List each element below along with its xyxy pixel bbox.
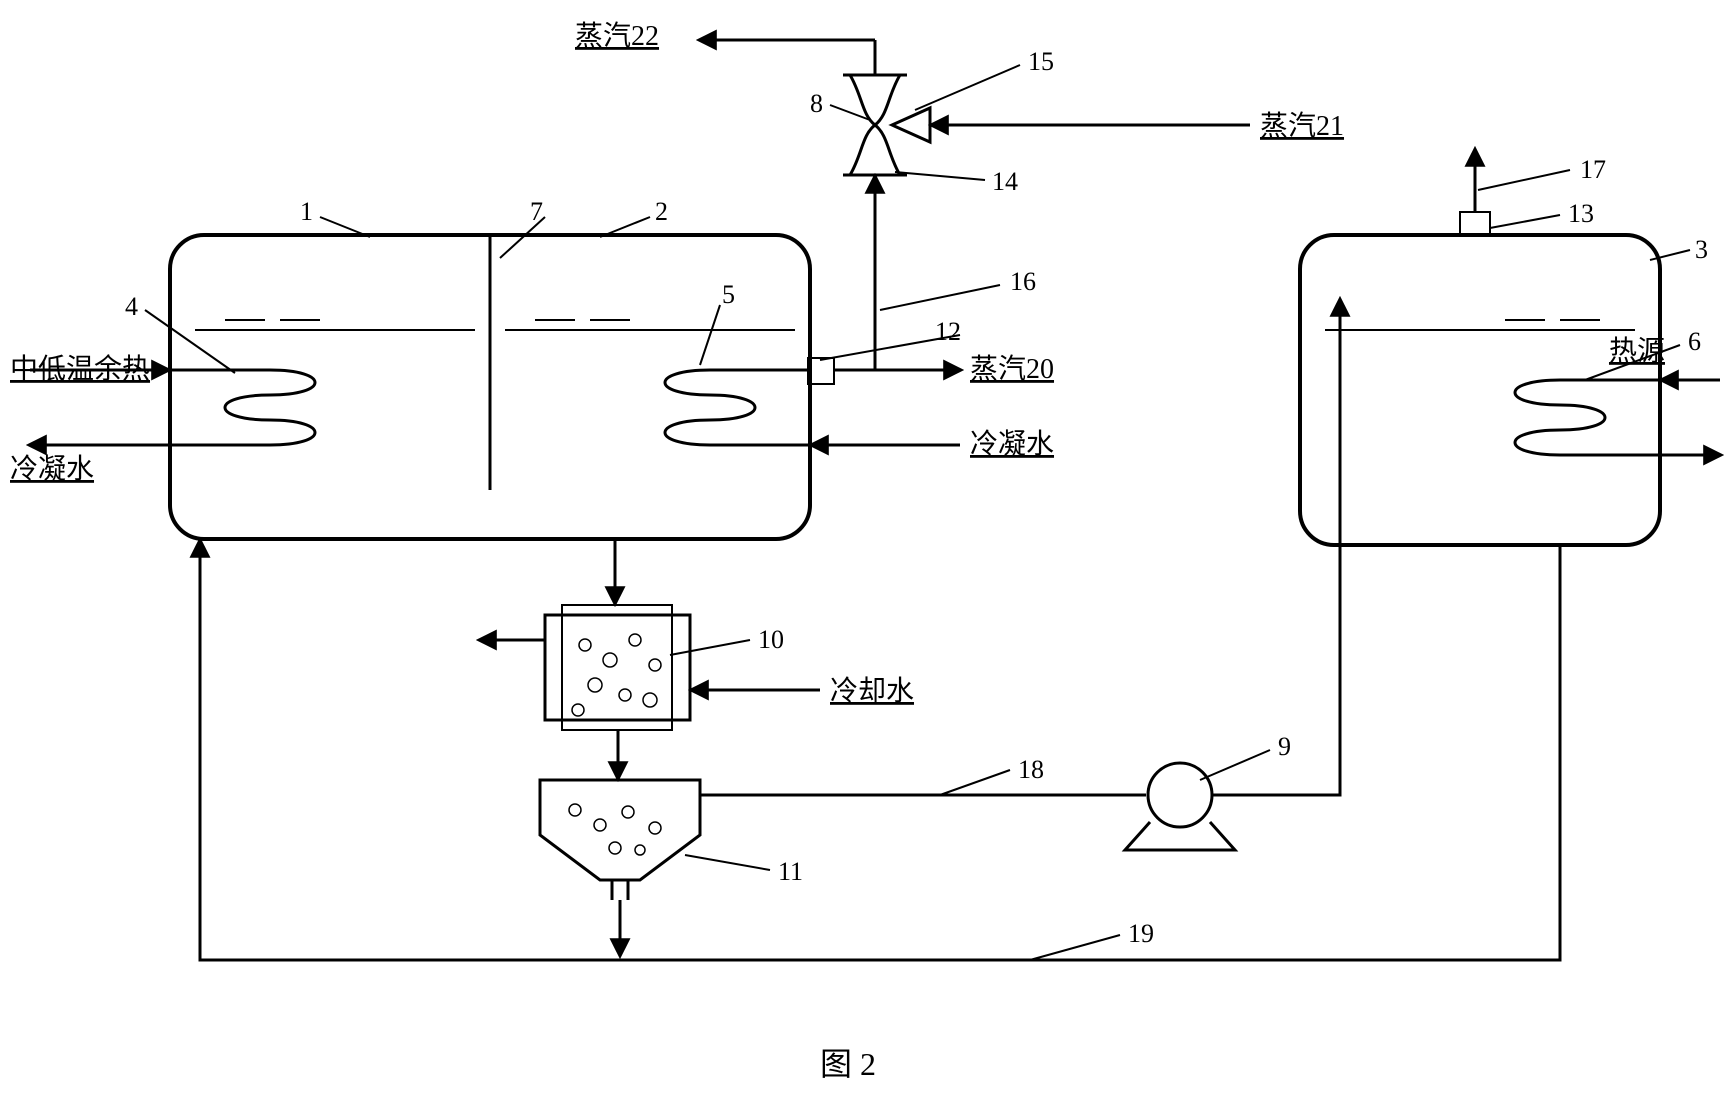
label-steam20: 蒸汽20	[970, 353, 1054, 385]
label-cooling-water: 冷却水	[830, 675, 914, 707]
pump-9	[1125, 763, 1235, 850]
cooler-10	[545, 605, 690, 730]
coil-5	[665, 370, 810, 445]
label-steam21: 蒸汽21	[1260, 110, 1344, 142]
ejector	[843, 75, 930, 175]
num-19: 19	[1128, 919, 1154, 948]
num-2: 2	[655, 197, 668, 226]
figure-label: 图 2	[820, 1046, 876, 1082]
leader-14	[895, 172, 985, 180]
num-4: 4	[125, 292, 138, 321]
num-7: 7	[530, 197, 543, 226]
label-waste-heat: 中低温余热	[10, 353, 150, 385]
coil-4	[170, 370, 315, 445]
num-5: 5	[722, 280, 735, 309]
leader-15	[915, 65, 1020, 110]
num-17: 17	[1580, 155, 1606, 184]
leader-10	[670, 640, 750, 655]
num-13: 13	[1568, 199, 1594, 228]
num-10: 10	[758, 625, 784, 654]
num-12: 12	[935, 317, 961, 346]
num-18: 18	[1018, 755, 1044, 784]
num-16: 16	[1010, 267, 1036, 296]
leader-19	[1030, 935, 1120, 960]
leader-4	[145, 310, 235, 373]
leader-17	[1478, 170, 1570, 190]
leader-9	[1200, 750, 1270, 780]
coil-6	[1515, 380, 1660, 455]
port-13	[1460, 212, 1490, 236]
num-8: 8	[810, 89, 823, 118]
leader-5	[700, 305, 720, 365]
pump-to-right-tank-line	[1212, 300, 1340, 795]
line-19	[200, 541, 1560, 960]
leader-16	[880, 285, 1000, 310]
num-1: 1	[300, 197, 313, 226]
label-condensate-right: 冷凝水	[970, 428, 1054, 460]
num-6: 6	[1688, 327, 1701, 356]
right-tank	[1300, 235, 1660, 545]
num-15: 15	[1028, 47, 1054, 76]
leader-11	[685, 855, 770, 870]
label-steam22: 蒸汽22	[575, 20, 659, 52]
num-11: 11	[778, 857, 803, 886]
leader-13	[1490, 215, 1560, 228]
num-3: 3	[1695, 235, 1708, 264]
num-9: 9	[1278, 732, 1291, 761]
num-14: 14	[992, 167, 1018, 196]
label-heat-source: 热源	[1609, 335, 1665, 367]
leader-18	[940, 770, 1010, 795]
label-condensate-left: 冷凝水	[10, 453, 94, 485]
separator-11	[540, 780, 700, 900]
